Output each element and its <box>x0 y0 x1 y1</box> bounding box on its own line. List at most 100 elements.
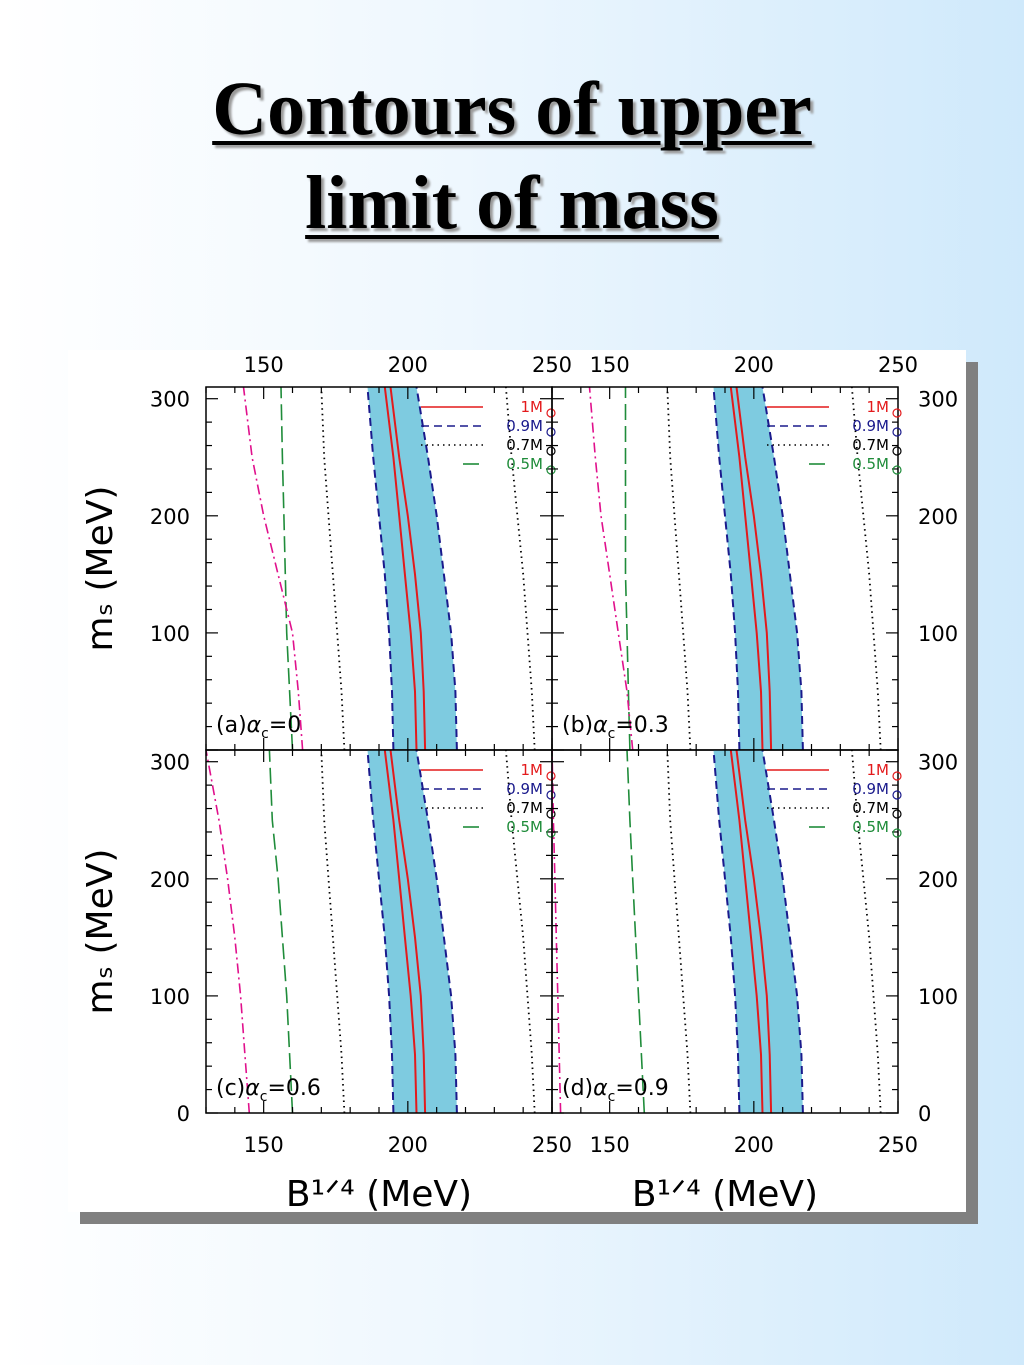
x-tick-label-top: 250 <box>532 353 572 377</box>
series-1-left <box>729 387 764 750</box>
y-tick-label-left: 300 <box>150 751 190 775</box>
sun-symbol-icon <box>546 427 556 437</box>
figure: 1M 0.9M 0.7M 0.5M (a)αc=0 1M 0.9M 0.7M 0.5M (b)αc… <box>68 350 966 1212</box>
legend-label: 0.9M <box>506 780 543 798</box>
sun-symbol-icon <box>892 790 902 800</box>
x-axis-title: B¹ᐟ⁴ (MeV) <box>632 1174 818 1212</box>
series-1-right <box>389 387 427 750</box>
series-1-right <box>735 387 773 750</box>
series-0.5 <box>268 750 294 1113</box>
legend-label: 0.5M <box>506 818 543 836</box>
panel-label: (b)αc=0.3 <box>562 713 669 742</box>
panel-b: 1M0.9M0.7M0.5M (b)αc=0.3 <box>551 386 902 751</box>
panel-plot-area <box>206 750 536 1113</box>
y-tick-label-left: 200 <box>150 505 190 529</box>
y-tick-label-right: 100 <box>918 622 958 646</box>
panel-plot-area <box>552 750 882 1113</box>
panel-plot-area <box>242 387 536 750</box>
title-line-2: limit of mass <box>305 161 719 245</box>
y-tick-label-right: 200 <box>918 505 958 529</box>
uncertainty-band <box>367 387 457 750</box>
sun-symbol-icon <box>892 446 902 456</box>
sun-symbol-icon <box>892 427 902 437</box>
uncertainty-band <box>713 387 803 750</box>
sun-symbol-icon <box>546 828 556 838</box>
series-0.9-left <box>712 387 741 750</box>
x-tick-label-bottom: 250 <box>878 1133 918 1157</box>
series-0.5 <box>624 387 631 750</box>
contour-figure: 1M0.9M0.7M0.5M(a)αc=01M0.9M0.7M0.5M(b)αc… <box>80 353 958 1212</box>
sun-symbol-icon <box>546 408 556 418</box>
panel-label: (a)αc=0 <box>216 713 301 742</box>
series-1-left <box>383 387 418 750</box>
series-1-left <box>383 750 418 1113</box>
series-0.9-right <box>761 387 804 750</box>
y-tick-label-left: 100 <box>150 985 190 1009</box>
series-0.7-left <box>666 387 692 750</box>
sun-symbol-icon <box>546 790 556 800</box>
x-tick-label-bottom: 200 <box>734 1133 774 1157</box>
legend-label: 1M <box>521 761 544 779</box>
legend-label: 0.5M <box>852 818 889 836</box>
uncertainty-band <box>713 750 803 1113</box>
legend-label: 1M <box>867 761 890 779</box>
panel-label: (d)αc=0.9 <box>562 1076 669 1105</box>
y-tick-label-left: 200 <box>150 868 190 892</box>
panel-d: 1M0.9M0.7M0.5M (d)αc=0.9 <box>551 749 902 1114</box>
series-0.7-left <box>320 387 346 750</box>
x-tick-label-top: 150 <box>244 353 284 377</box>
y-axis-title: mₛ (MeV) <box>80 849 121 1015</box>
series-dashdot <box>206 750 251 1113</box>
legend-label: 0.7M <box>506 799 543 817</box>
sun-symbol-icon <box>892 771 902 781</box>
series-0.9-left <box>366 750 395 1113</box>
y-tick-label-left: 100 <box>150 622 190 646</box>
legend-label: 0.7M <box>852 799 889 817</box>
series-0.9-left <box>366 387 395 750</box>
x-axis-title: B¹ᐟ⁴ (MeV) <box>286 1174 472 1212</box>
x-tick-label-top: 250 <box>878 353 918 377</box>
series-1-right <box>389 750 427 1113</box>
sun-symbol-icon <box>546 771 556 781</box>
panel-c: 1M0.9M0.7M0.5M (c)αc=0.6 <box>205 749 556 1114</box>
sun-symbol-icon <box>546 465 556 475</box>
sun-symbol-icon <box>892 828 902 838</box>
series-0.7-left <box>320 750 346 1113</box>
sun-symbol-icon <box>546 809 556 819</box>
series-0.9-right <box>415 750 458 1113</box>
uncertainty-band <box>367 750 457 1113</box>
y-tick-label-left: 0 <box>177 1102 190 1126</box>
series-0.9-right <box>761 750 804 1113</box>
sun-symbol-icon <box>892 809 902 819</box>
series-1-left <box>729 750 764 1113</box>
y-tick-label-right: 300 <box>918 388 958 412</box>
x-tick-label-bottom: 250 <box>532 1133 572 1157</box>
series-0.9-right <box>415 387 458 750</box>
panel-a: 1M0.9M0.7M0.5M (a)αc=0 <box>205 386 556 751</box>
x-tick-label-bottom: 200 <box>388 1133 428 1157</box>
slide-title: Contours of upper limit of mass <box>0 62 1024 250</box>
legend-label: 0.9M <box>852 417 889 435</box>
y-tick-label-right: 100 <box>918 985 958 1009</box>
y-tick-label-right: 300 <box>918 751 958 775</box>
x-tick-label-top: 200 <box>388 353 428 377</box>
x-tick-label-bottom: 150 <box>244 1133 284 1157</box>
series-0.5 <box>280 387 294 750</box>
sun-symbol-icon <box>546 446 556 456</box>
series-dashdot <box>552 750 562 1113</box>
sun-symbol-icon <box>892 465 902 475</box>
legend-label: 0.9M <box>852 780 889 798</box>
panel-plot-area <box>588 387 882 750</box>
series-0.7-left <box>666 750 692 1113</box>
panel-label: (c)αc=0.6 <box>216 1076 321 1105</box>
sun-symbol-icon <box>892 408 902 418</box>
y-tick-label-right: 0 <box>918 1102 931 1126</box>
title-line-1: Contours of upper <box>212 67 812 151</box>
series-dashdot <box>588 387 634 750</box>
y-tick-label-left: 300 <box>150 388 190 412</box>
series-dashdot <box>242 387 304 750</box>
legend-label: 1M <box>521 398 544 416</box>
legend-label: 0.9M <box>506 417 543 435</box>
x-tick-label-bottom: 150 <box>590 1133 630 1157</box>
y-tick-label-right: 200 <box>918 868 958 892</box>
